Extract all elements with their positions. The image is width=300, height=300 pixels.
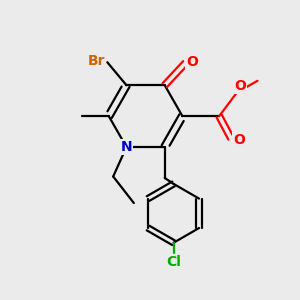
Text: O: O (235, 79, 246, 93)
Text: O: O (186, 55, 198, 69)
Text: N: N (121, 140, 132, 154)
Text: Cl: Cl (166, 255, 181, 269)
Text: O: O (233, 133, 245, 147)
Text: Br: Br (87, 54, 105, 68)
